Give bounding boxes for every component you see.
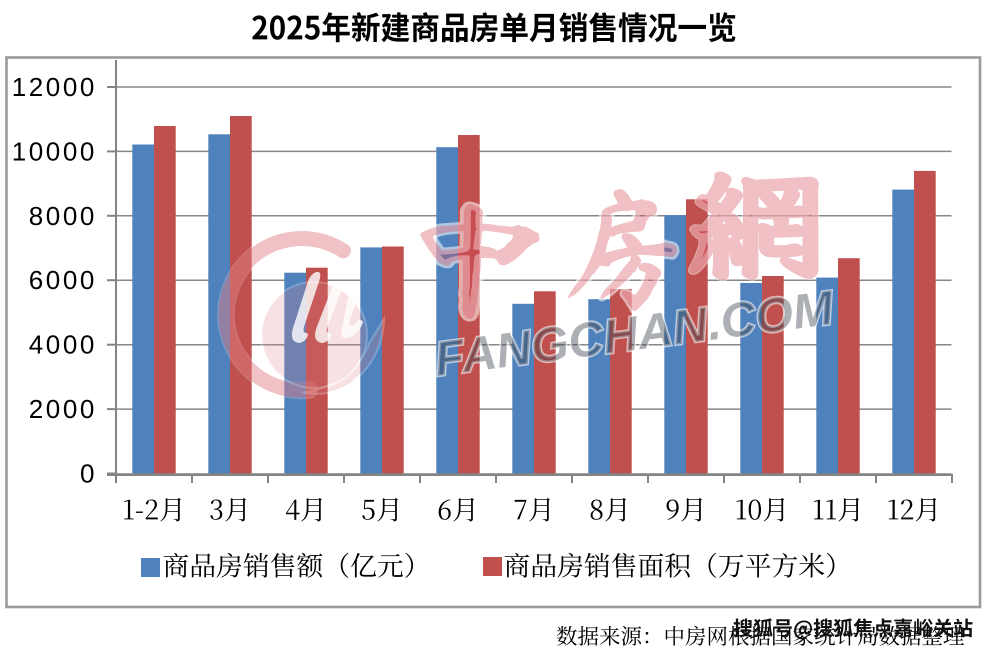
svg-text:2000: 2000	[29, 394, 97, 424]
svg-text:8000: 8000	[29, 201, 97, 231]
svg-text:6000: 6000	[29, 265, 97, 295]
svg-text:4000: 4000	[29, 330, 97, 360]
svg-text:10000: 10000	[12, 136, 97, 166]
svg-text:12000: 12000	[12, 72, 97, 102]
svg-text:0: 0	[80, 459, 97, 489]
